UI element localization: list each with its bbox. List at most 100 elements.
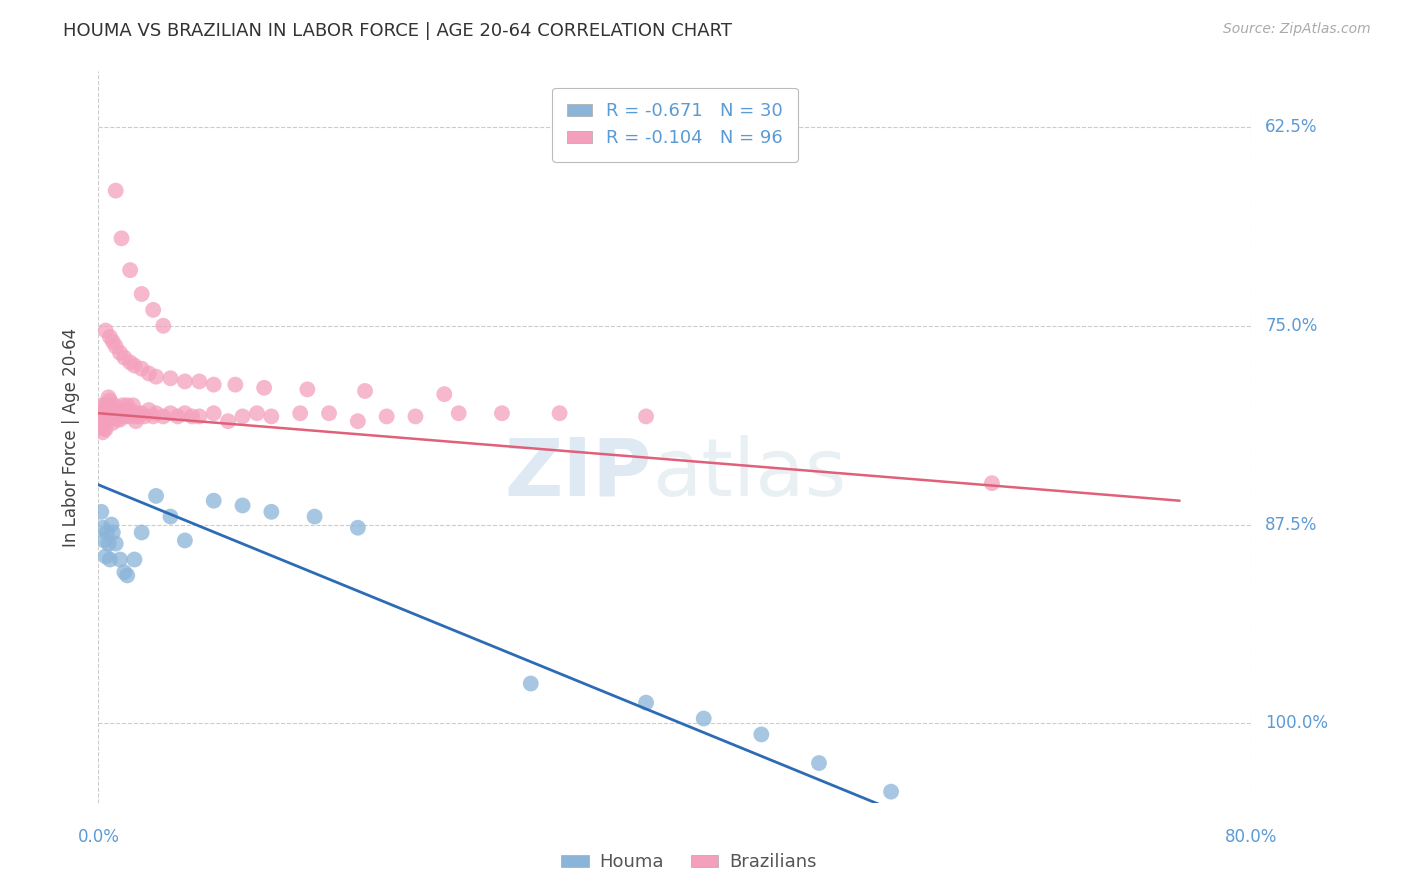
Point [142,302,165,317]
Point [142,409,165,424]
Point [114,403,136,417]
Point [246,406,269,420]
Point [98,393,121,408]
Point [138,367,160,381]
Point [101,403,124,417]
Point [188,409,211,424]
Point [93,412,115,426]
Text: 62.5%: 62.5% [1265,118,1317,136]
Point [520,676,543,690]
Point [124,552,146,566]
Point [97,536,120,550]
Legend: R = -0.671   N = 30, R = -0.104   N = 96: R = -0.671 N = 30, R = -0.104 N = 96 [553,87,797,161]
Point [90,414,112,428]
Point [101,409,124,424]
Point [181,409,204,424]
Point [94,549,117,564]
Point [447,406,470,420]
Point [981,476,1004,491]
Point [880,785,903,799]
Point [94,398,117,412]
Point [97,398,120,412]
Point [93,403,115,417]
Point [145,489,167,503]
Point [253,381,276,395]
Point [127,406,149,420]
Point [117,406,138,420]
Point [94,324,117,338]
Point [202,493,225,508]
Point [125,414,148,428]
Point [104,403,127,417]
Point [93,533,115,548]
Point [104,184,127,198]
Point [117,398,138,412]
Point [98,401,121,416]
Point [202,406,225,420]
Point [174,533,197,548]
Point [354,384,377,398]
Point [93,422,115,436]
Point [548,406,571,420]
Point [297,383,319,397]
Point [260,409,283,424]
Point [433,387,456,401]
Point [112,566,135,580]
Point [152,409,174,424]
Text: 80.0%: 80.0% [1225,828,1278,846]
Point [111,398,134,412]
Point [110,406,132,420]
Point [100,517,122,532]
Point [91,409,114,424]
Text: Source: ZipAtlas.com: Source: ZipAtlas.com [1223,22,1371,37]
Text: atlas: atlas [652,434,846,513]
Text: 87.5%: 87.5% [1265,516,1317,533]
Point [636,409,658,424]
Point [346,414,368,428]
Point [491,406,513,420]
Point [103,406,125,420]
Point [104,536,127,550]
Point [94,414,117,428]
Point [105,406,128,420]
Point [405,409,427,424]
Point [159,406,181,420]
Point [159,509,181,524]
Point [138,403,160,417]
Point [96,406,118,420]
Text: 0.0%: 0.0% [77,828,120,846]
Point [122,398,145,412]
Point [96,398,118,412]
Point [94,406,117,420]
Point [131,287,153,301]
Point [101,334,124,349]
Point [90,398,112,412]
Point [131,525,153,540]
Point [375,409,398,424]
Point [217,414,239,428]
Point [807,756,830,770]
Point [112,351,135,365]
Point [318,406,340,420]
Point [134,409,156,424]
Point [108,412,131,426]
Point [104,409,127,424]
Text: HOUMA VS BRAZILIAN IN LABOR FORCE | AGE 20-64 CORRELATION CHART: HOUMA VS BRAZILIAN IN LABOR FORCE | AGE … [63,22,733,40]
Text: 75.0%: 75.0% [1265,317,1317,334]
Point [231,499,254,513]
Text: 100.0%: 100.0% [1265,714,1329,732]
Point [98,552,121,566]
Point [188,375,211,389]
Point [124,359,146,373]
Point [202,377,225,392]
Point [108,346,131,360]
Text: ZIP: ZIP [505,434,652,513]
Point [97,409,120,424]
Point [100,406,122,420]
Point [152,318,174,333]
Point [100,398,122,412]
Point [96,414,118,428]
Point [231,409,254,424]
Point [98,330,121,344]
Point [108,403,131,417]
